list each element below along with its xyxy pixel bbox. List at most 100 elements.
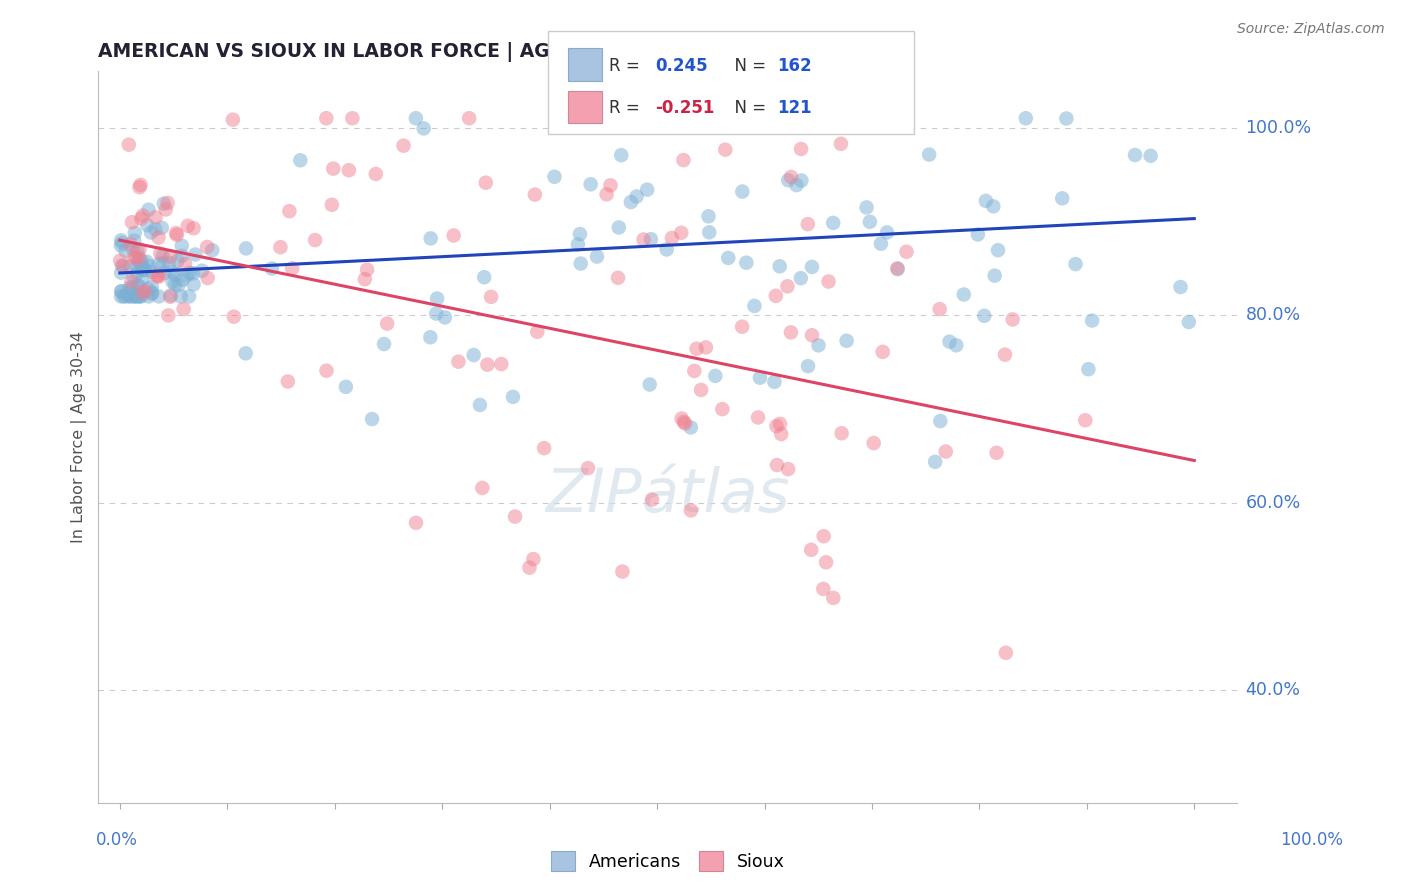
Point — [392, 138, 415, 153]
Point — [790, 271, 813, 285]
Point — [132, 263, 155, 277]
Text: N =: N = — [724, 57, 772, 75]
Point — [260, 261, 283, 276]
Text: -0.251: -0.251 — [655, 99, 714, 117]
Point — [127, 279, 149, 293]
Point — [152, 256, 174, 270]
Point — [125, 251, 148, 265]
Point — [177, 219, 200, 233]
Point — [170, 249, 193, 263]
Point — [121, 242, 143, 256]
Point — [375, 317, 398, 331]
Point — [634, 120, 657, 134]
Point — [491, 357, 513, 371]
Text: Source: ZipAtlas.com: Source: ZipAtlas.com — [1237, 22, 1385, 37]
Point — [1123, 148, 1146, 162]
Point — [567, 237, 589, 252]
Text: 60.0%: 60.0% — [1246, 494, 1301, 512]
Point — [786, 178, 808, 193]
Point — [769, 260, 792, 274]
Point — [823, 216, 845, 230]
Point — [1074, 413, 1097, 427]
Point — [128, 253, 150, 268]
Point — [197, 271, 219, 285]
Point — [128, 285, 150, 300]
Text: R =: R = — [609, 57, 645, 75]
Point — [859, 215, 882, 229]
Point — [974, 194, 997, 208]
Point — [110, 289, 132, 303]
Point — [131, 260, 153, 274]
Point — [766, 458, 789, 472]
Point — [235, 241, 257, 255]
Point — [672, 415, 695, 429]
Point — [125, 266, 148, 280]
Point — [801, 260, 824, 274]
Text: AMERICAN VS SIOUX IN LABOR FORCE | AGE 30-34 CORRELATION CHART: AMERICAN VS SIOUX IN LABOR FORCE | AGE 3… — [98, 43, 860, 62]
Point — [141, 279, 163, 293]
Point — [112, 289, 135, 303]
Point — [120, 237, 142, 252]
Point — [607, 220, 630, 235]
Point — [595, 187, 617, 202]
Point — [626, 189, 648, 203]
Point — [479, 290, 502, 304]
Point — [800, 542, 823, 557]
Point — [127, 244, 149, 259]
Point — [870, 236, 893, 251]
Point — [475, 176, 498, 190]
Point — [924, 455, 946, 469]
Point — [111, 235, 134, 250]
Point — [114, 244, 136, 258]
Point — [131, 285, 153, 300]
Point — [610, 112, 633, 126]
Point — [166, 227, 188, 242]
Point — [763, 375, 786, 389]
Point — [361, 412, 384, 426]
Point — [124, 289, 146, 303]
Point — [813, 529, 835, 543]
Point — [183, 277, 205, 292]
Point — [770, 427, 793, 442]
Point — [744, 299, 766, 313]
Point — [157, 309, 180, 323]
Text: 40.0%: 40.0% — [1246, 681, 1301, 699]
Point — [110, 238, 132, 252]
Point — [122, 270, 145, 285]
Point — [638, 377, 661, 392]
Point — [315, 364, 337, 378]
Point — [146, 269, 169, 284]
Point — [731, 319, 754, 334]
Point — [155, 202, 177, 217]
Point — [690, 383, 713, 397]
Point — [981, 199, 1004, 213]
Point — [1178, 315, 1201, 329]
Point — [135, 254, 157, 268]
Point — [163, 268, 186, 282]
Point — [503, 509, 526, 524]
Text: 0.245: 0.245 — [655, 57, 707, 75]
Point — [749, 370, 772, 384]
Point — [129, 211, 152, 226]
Point — [321, 198, 343, 212]
Point — [364, 167, 387, 181]
Point — [159, 288, 181, 302]
Point — [120, 275, 142, 289]
Point — [136, 282, 159, 296]
Point — [697, 210, 720, 224]
Point — [148, 257, 170, 271]
Point — [579, 178, 602, 192]
Point — [315, 112, 337, 126]
Point — [304, 233, 326, 247]
Point — [1052, 191, 1074, 205]
Point — [122, 250, 145, 264]
Point — [1170, 280, 1192, 294]
Point — [174, 257, 197, 271]
Point — [134, 284, 156, 298]
Point — [152, 196, 174, 211]
Point — [468, 398, 491, 412]
Point — [281, 261, 304, 276]
Point — [153, 266, 176, 280]
Point — [780, 169, 803, 184]
Point — [124, 226, 146, 240]
